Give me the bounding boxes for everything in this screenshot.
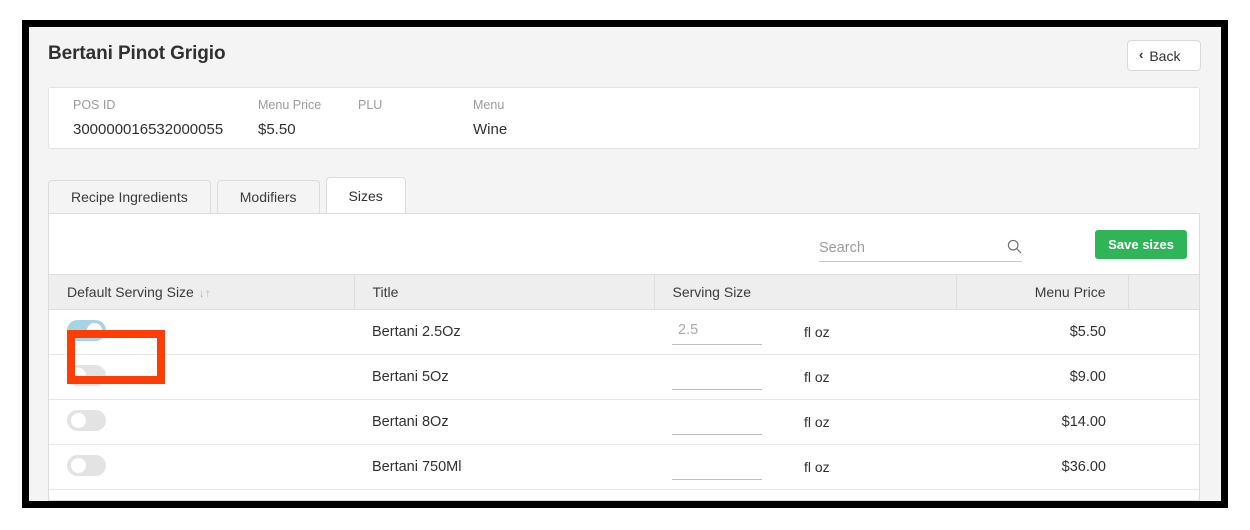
cell-title: Bertani 5Oz <box>354 354 654 400</box>
serving-size-input[interactable] <box>672 409 762 435</box>
info-value-menu-price: $5.50 <box>258 121 296 138</box>
search-field-wrapper <box>819 236 1022 262</box>
info-label-pos-id: POS ID <box>73 98 116 112</box>
tab-sizes[interactable]: Sizes <box>325 177 406 213</box>
info-field-menu-price: Menu Price $5.50 <box>258 98 321 141</box>
info-value-pos-id: 300000016532000055 <box>73 121 224 138</box>
page-container: Bertani Pinot Grigio ‹ Back POS ID 30000… <box>29 27 1221 501</box>
table-header-row: Default Serving Size ↓↑ Title Serving Siz… <box>49 274 1199 310</box>
toggle-knob <box>87 322 102 338</box>
tab-bar: Recipe Ingredients Modifiers Sizes <box>48 177 412 213</box>
search-input[interactable] <box>819 236 994 259</box>
cell-serving-size: fl oz <box>654 354 956 400</box>
cell-menu-price: $9.00 <box>956 354 1128 400</box>
column-header-menu-price[interactable]: Menu Price <box>956 274 1129 310</box>
column-header-default-serving-size[interactable]: Default Serving Size ↓↑ <box>49 274 355 310</box>
cell-menu-price: $5.50 <box>956 309 1128 355</box>
tab-sizes-label: Sizes <box>348 187 383 204</box>
page-header: Bertani Pinot Grigio ‹ Back <box>29 27 1221 83</box>
serving-size-input[interactable] <box>672 319 762 345</box>
cell-actions <box>1128 309 1199 355</box>
cell-serving-size <box>654 489 956 500</box>
cell-title: Bertani 2.5Oz <box>354 309 654 355</box>
default-serving-size-toggle[interactable] <box>67 319 106 341</box>
cell-menu-price: $36.00 <box>956 444 1128 490</box>
sizes-table-body: Bertani 2.5Oz fl oz $5.50 <box>49 309 1199 500</box>
search-icon[interactable] <box>1007 239 1022 254</box>
cell-serving-size: fl oz <box>654 309 956 355</box>
column-header-default-serving-size-label: Default Serving Size <box>67 284 194 300</box>
sort-icon[interactable]: ↓↑ <box>198 286 211 300</box>
sizes-table: Default Serving Size ↓↑ Title Serving Siz… <box>49 274 1199 500</box>
cell-default-serving-size <box>49 399 354 445</box>
toggle-knob <box>71 412 86 428</box>
cell-actions <box>1128 354 1199 400</box>
sizes-table-head: Default Serving Size ↓↑ Title Serving Siz… <box>49 274 1199 310</box>
serving-size-unit: fl oz <box>804 414 830 430</box>
serving-size-unit: fl oz <box>804 459 830 475</box>
cell-actions <box>1128 444 1199 490</box>
back-button-label: Back <box>1149 47 1181 64</box>
serving-size-group: fl oz <box>672 364 956 390</box>
cell-menu-price <box>956 489 1128 500</box>
serving-size-input[interactable] <box>672 454 762 480</box>
cell-actions <box>1128 489 1199 500</box>
info-field-pos-id: POS ID 300000016532000055 <box>73 98 223 141</box>
table-row <box>49 489 1199 500</box>
cell-title: Bertani 8Oz <box>354 399 654 445</box>
info-field-plu: PLU <box>358 98 382 119</box>
cell-title: Bertani 750Ml <box>354 444 654 490</box>
cell-default-serving-size <box>49 354 354 400</box>
serving-size-unit: fl oz <box>804 369 830 385</box>
cell-default-serving-size <box>49 489 354 500</box>
sizes-panel: Save sizes Default Serving Size ↓↑ Title … <box>48 213 1200 501</box>
column-header-title[interactable]: Title <box>354 274 655 310</box>
tab-modifiers-label: Modifiers <box>239 189 297 205</box>
column-header-actions <box>1128 274 1199 310</box>
default-serving-size-toggle[interactable] <box>67 454 106 476</box>
cell-serving-size: fl oz <box>654 399 956 445</box>
info-label-menu: Menu <box>473 98 505 112</box>
info-value-menu: Wine <box>473 121 508 138</box>
table-row: Bertani 5Oz fl oz $9.00 <box>49 354 1199 400</box>
item-info-card: POS ID 300000016532000055 Menu Price $5.… <box>48 87 1200 149</box>
sizes-toolbar: Save sizes <box>49 214 1199 274</box>
tab-recipe-ingredients[interactable]: Recipe Ingredients <box>48 180 211 213</box>
cell-default-serving-size <box>49 444 354 490</box>
screenshot-frame: Bertani Pinot Grigio ‹ Back POS ID 30000… <box>22 20 1228 508</box>
column-header-serving-size[interactable]: Serving Size <box>654 274 957 310</box>
toggle-knob <box>71 457 86 473</box>
cell-title <box>354 489 654 500</box>
serving-size-unit: fl oz <box>804 324 830 340</box>
serving-size-group: fl oz <box>672 454 956 480</box>
serving-size-group: fl oz <box>672 409 956 435</box>
info-label-plu: PLU <box>358 98 383 112</box>
info-label-menu-price: Menu Price <box>258 98 322 112</box>
info-field-menu: Menu Wine <box>473 98 507 141</box>
back-button[interactable]: ‹ Back <box>1127 40 1201 71</box>
cell-serving-size: fl oz <box>654 444 956 490</box>
serving-size-input[interactable] <box>672 364 762 390</box>
default-serving-size-toggle[interactable] <box>67 364 106 386</box>
chevron-left-icon: ‹ <box>1139 47 1144 62</box>
table-row: Bertani 2.5Oz fl oz $5.50 <box>49 309 1199 355</box>
tab-recipe-ingredients-label: Recipe Ingredients <box>71 189 188 205</box>
table-row: Bertani 750Ml fl oz $36.00 <box>49 444 1199 490</box>
save-sizes-button[interactable]: Save sizes <box>1095 230 1187 259</box>
default-serving-size-toggle[interactable] <box>67 409 106 431</box>
cell-menu-price: $14.00 <box>956 399 1128 445</box>
cell-default-serving-size <box>49 309 354 355</box>
cell-actions <box>1128 399 1199 445</box>
toggle-knob <box>71 367 86 383</box>
page-title: Bertani Pinot Grigio <box>48 43 226 64</box>
table-row: Bertani 8Oz fl oz $14.00 <box>49 399 1199 445</box>
serving-size-group: fl oz <box>672 319 956 345</box>
tab-modifiers[interactable]: Modifiers <box>216 180 320 213</box>
